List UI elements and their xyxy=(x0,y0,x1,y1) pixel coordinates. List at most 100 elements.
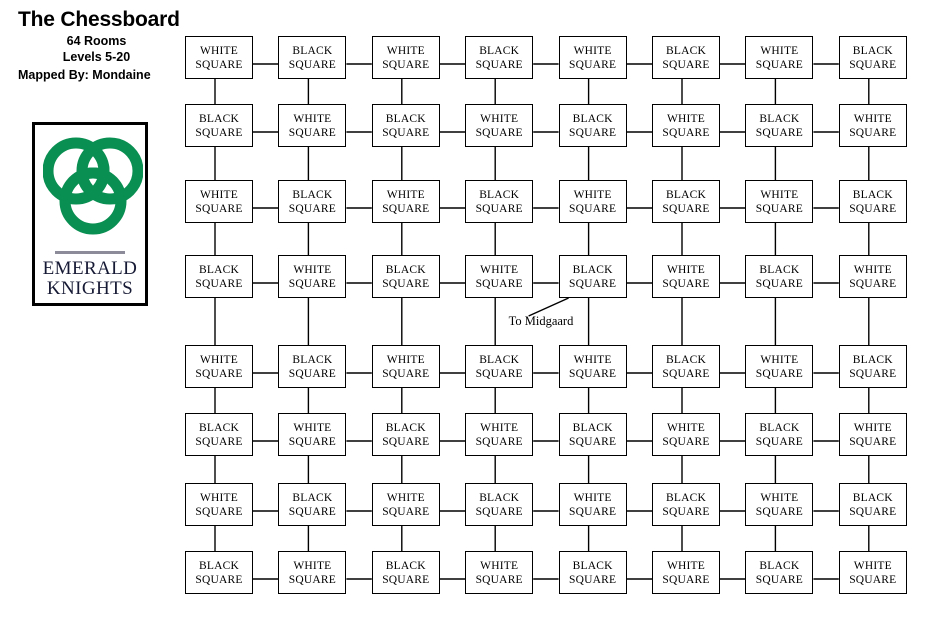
room-label-line2: SQUARE xyxy=(288,58,336,71)
room-black-square[interactable]: BLACK SQUARE xyxy=(371,255,440,298)
room-label-line1: BLACK xyxy=(666,491,706,504)
room-label-line1: WHITE xyxy=(386,44,425,57)
room-black-square[interactable]: BLACK SQUARE xyxy=(652,180,720,223)
room-label-line2: SQUARE xyxy=(755,505,803,518)
room-black-square[interactable]: BLACK SQUARE xyxy=(278,180,347,223)
room-black-square[interactable]: BLACK SQUARE xyxy=(558,551,627,594)
room-label-line2: SQUARE xyxy=(195,126,243,139)
room-white-square[interactable]: WHITE SQUARE xyxy=(745,36,814,79)
room-white-square[interactable]: WHITE SQUARE xyxy=(652,413,720,456)
room-white-square[interactable]: WHITE SQUARE xyxy=(465,413,534,456)
room-white-square[interactable]: WHITE SQUARE xyxy=(185,180,253,223)
room-label-line1: BLACK xyxy=(666,353,706,366)
room-label-line2: SQUARE xyxy=(568,435,617,448)
room-black-square[interactable]: BLACK SQUARE xyxy=(558,255,627,298)
room-black-square[interactable]: BLACK SQUARE xyxy=(652,36,720,79)
room-black-square[interactable]: BLACK SQUARE xyxy=(745,551,814,594)
room-label-line1: BLACK xyxy=(759,559,800,572)
room-label-line2: SQUARE xyxy=(662,126,710,139)
room-white-square[interactable]: WHITE SQUARE xyxy=(558,180,627,223)
room-label-line2: SQUARE xyxy=(568,126,617,139)
room-white-square[interactable]: WHITE SQUARE xyxy=(465,255,534,298)
room-black-square[interactable]: BLACK SQUARE xyxy=(465,180,534,223)
room-black-square[interactable]: BLACK SQUARE xyxy=(278,483,347,526)
room-white-square[interactable]: WHITE SQUARE xyxy=(652,255,720,298)
room-white-square[interactable]: WHITE SQUARE xyxy=(371,180,440,223)
room-black-square[interactable]: BLACK SQUARE xyxy=(465,36,534,79)
room-white-square[interactable]: WHITE SQUARE xyxy=(838,104,907,147)
room-label-line1: WHITE xyxy=(760,44,799,57)
room-label-line1: WHITE xyxy=(573,44,612,57)
room-white-square[interactable]: WHITE SQUARE xyxy=(278,551,347,594)
room-label-line1: WHITE xyxy=(199,491,239,504)
room-white-square[interactable]: WHITE SQUARE xyxy=(745,345,814,388)
room-label-line1: WHITE xyxy=(666,421,706,434)
room-black-square[interactable]: BLACK SQUARE xyxy=(185,104,253,147)
room-label-line2: SQUARE xyxy=(755,58,803,71)
room-black-square[interactable]: BLACK SQUARE xyxy=(185,551,253,594)
room-label-line1: BLACK xyxy=(572,112,613,125)
room-label-line2: SQUARE xyxy=(195,573,243,586)
room-white-square[interactable]: WHITE SQUARE xyxy=(371,36,440,79)
room-label-line2: SQUARE xyxy=(475,277,523,290)
room-label-line1: WHITE xyxy=(666,112,706,125)
room-label-line2: SQUARE xyxy=(849,573,897,586)
room-label-line2: SQUARE xyxy=(849,58,897,71)
room-black-square[interactable]: BLACK SQUARE xyxy=(278,36,347,79)
logo-word-emerald: EMERALD xyxy=(42,258,138,279)
room-white-square[interactable]: WHITE SQUARE xyxy=(838,413,907,456)
room-black-square[interactable]: BLACK SQUARE xyxy=(558,104,627,147)
room-black-square[interactable]: BLACK SQUARE xyxy=(652,483,720,526)
room-white-square[interactable]: WHITE SQUARE xyxy=(185,36,253,79)
room-white-square[interactable]: WHITE SQUARE xyxy=(465,104,534,147)
room-white-square[interactable]: WHITE SQUARE xyxy=(371,483,440,526)
room-white-square[interactable]: WHITE SQUARE xyxy=(558,483,627,526)
room-black-square[interactable]: BLACK SQUARE xyxy=(838,180,907,223)
room-white-square[interactable]: WHITE SQUARE xyxy=(278,104,347,147)
room-label-line2: SQUARE xyxy=(849,126,897,139)
room-black-square[interactable]: BLACK SQUARE xyxy=(465,345,534,388)
room-black-square[interactable]: BLACK SQUARE xyxy=(185,413,253,456)
room-white-square[interactable]: WHITE SQUARE xyxy=(185,345,253,388)
room-black-square[interactable]: BLACK SQUARE xyxy=(465,483,534,526)
room-label-line1: BLACK xyxy=(666,44,706,57)
room-white-square[interactable]: WHITE SQUARE xyxy=(838,551,907,594)
room-label-line2: SQUARE xyxy=(382,58,430,71)
room-black-square[interactable]: BLACK SQUARE xyxy=(371,104,440,147)
room-white-square[interactable]: WHITE SQUARE xyxy=(278,413,347,456)
room-white-square[interactable]: WHITE SQUARE xyxy=(558,345,627,388)
room-black-square[interactable]: BLACK SQUARE xyxy=(371,551,440,594)
room-black-square[interactable]: BLACK SQUARE xyxy=(838,36,907,79)
room-white-square[interactable]: WHITE SQUARE xyxy=(371,345,440,388)
room-white-square[interactable]: WHITE SQUARE xyxy=(278,255,347,298)
room-black-square[interactable]: BLACK SQUARE xyxy=(185,255,253,298)
room-black-square[interactable]: BLACK SQUARE xyxy=(838,483,907,526)
room-label-line2: SQUARE xyxy=(475,435,523,448)
room-black-square[interactable]: BLACK SQUARE xyxy=(558,413,627,456)
room-label-line2: SQUARE xyxy=(382,126,430,139)
room-label-line1: BLACK xyxy=(852,188,893,201)
room-label-line1: WHITE xyxy=(573,353,612,366)
room-black-square[interactable]: BLACK SQUARE xyxy=(652,345,720,388)
room-label-line1: BLACK xyxy=(852,44,893,57)
room-black-square[interactable]: BLACK SQUARE xyxy=(371,413,440,456)
room-white-square[interactable]: WHITE SQUARE xyxy=(745,483,814,526)
room-black-square[interactable]: BLACK SQUARE xyxy=(745,413,814,456)
room-label-line2: SQUARE xyxy=(755,367,803,380)
room-label-line1: BLACK xyxy=(759,112,800,125)
room-black-square[interactable]: BLACK SQUARE xyxy=(838,345,907,388)
room-black-square[interactable]: BLACK SQUARE xyxy=(745,104,814,147)
room-black-square[interactable]: BLACK SQUARE xyxy=(278,345,347,388)
room-white-square[interactable]: WHITE SQUARE xyxy=(838,255,907,298)
room-white-square[interactable]: WHITE SQUARE xyxy=(465,551,534,594)
room-white-square[interactable]: WHITE SQUARE xyxy=(185,483,253,526)
room-white-square[interactable]: WHITE SQUARE xyxy=(745,180,814,223)
room-label-line2: SQUARE xyxy=(288,573,336,586)
room-black-square[interactable]: BLACK SQUARE xyxy=(745,255,814,298)
room-white-square[interactable]: WHITE SQUARE xyxy=(652,104,720,147)
room-label-line2: SQUARE xyxy=(849,367,897,380)
room-label-line2: SQUARE xyxy=(755,277,803,290)
room-white-square[interactable]: WHITE SQUARE xyxy=(558,36,627,79)
room-white-square[interactable]: WHITE SQUARE xyxy=(652,551,720,594)
